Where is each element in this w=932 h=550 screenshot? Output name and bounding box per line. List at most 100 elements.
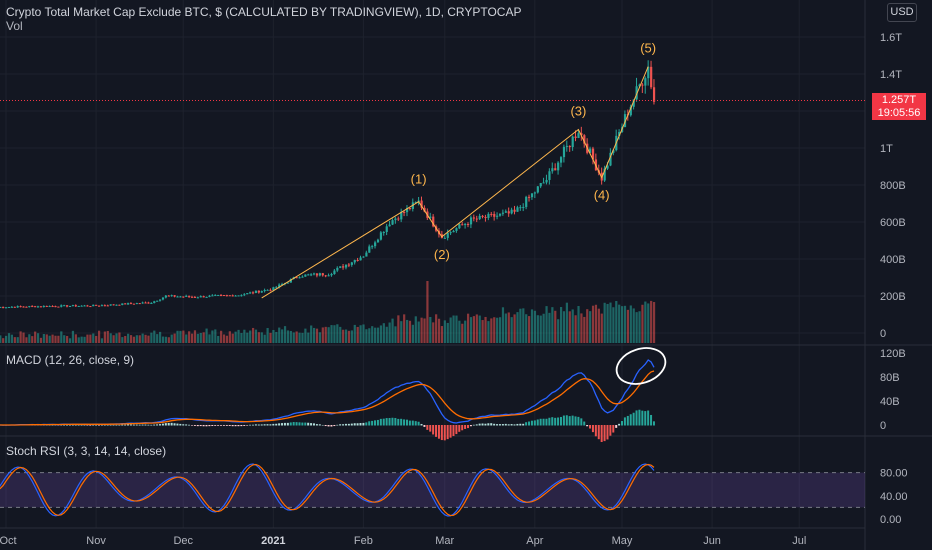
macd-histogram-bar [405, 419, 408, 426]
candle-body [304, 274, 307, 277]
macd-histogram-bar [597, 425, 600, 440]
candle-body [324, 275, 327, 277]
macd-histogram-bar [388, 417, 391, 426]
volume-bar [182, 330, 185, 343]
volume-bar [77, 337, 80, 343]
macd-histogram-bar [420, 423, 423, 426]
candle-body [496, 215, 499, 217]
candle-body [429, 216, 432, 218]
macd-histogram-bar [71, 424, 74, 426]
macd-histogram-bar [629, 414, 632, 426]
candle-body [199, 296, 202, 298]
volume-bar [301, 332, 304, 343]
volume-bar [594, 304, 598, 343]
macd-histogram-bar [281, 423, 284, 426]
candle-body [321, 273, 324, 276]
volume-bar [234, 331, 237, 343]
candle-body [618, 132, 621, 136]
candle-body [13, 306, 16, 308]
volume-bar [429, 316, 432, 343]
macd-histogram-bar [652, 421, 655, 426]
macd-histogram-bar [336, 424, 339, 426]
candle-body [641, 84, 644, 86]
macd-histogram-bar [571, 415, 574, 426]
macd-histogram-bar [260, 424, 263, 426]
macd-histogram-bar [324, 425, 327, 427]
candle-body [231, 295, 234, 297]
volume-bar [237, 329, 240, 343]
macd-histogram-bar [359, 422, 362, 426]
macd-histogram-bar [606, 425, 609, 440]
volume-bar [423, 318, 426, 343]
volume-bar [525, 314, 528, 343]
macd-histogram-bar [437, 425, 440, 439]
volume-bar [173, 333, 176, 343]
macd-histogram-bar [516, 423, 519, 426]
volume-bar [472, 316, 476, 343]
candle-body [368, 246, 371, 253]
macd-histogram-bar [641, 410, 644, 426]
macd-histogram-bar [397, 418, 400, 426]
candle-body [71, 305, 75, 307]
stoch-rsi-label[interactable]: Stoch RSI (3, 3, 14, 14, close) [6, 444, 167, 458]
candle-body [100, 305, 104, 307]
volume-bar [344, 329, 348, 343]
volume-bar [507, 312, 510, 343]
candle-body [156, 300, 159, 302]
currency-button[interactable]: USD [887, 3, 917, 22]
macd-histogram-bar [176, 423, 179, 426]
macd-histogram-bar [109, 424, 112, 426]
macd-histogram-bar [292, 422, 295, 426]
price-tick-label: 800B [880, 180, 906, 192]
candle-body [557, 162, 560, 171]
volume-bar [80, 336, 83, 343]
volume-bar [536, 315, 539, 343]
macd-histogram-bar [89, 425, 92, 426]
volume-bar [420, 317, 423, 343]
volume-bar [618, 304, 621, 343]
volume-bar [289, 330, 292, 343]
macd-tick-label: 0 [880, 420, 886, 432]
candle-body [211, 295, 214, 297]
volume-bar [432, 322, 435, 343]
volume-bar [449, 317, 452, 343]
volume-bar [214, 329, 217, 343]
macd-histogram-bar [257, 424, 260, 426]
candle-body [97, 305, 101, 307]
candle-body [365, 252, 368, 257]
candle-body [237, 295, 240, 297]
candle-body [118, 304, 121, 306]
macd-histogram-bar [193, 425, 196, 426]
volume-bar [385, 326, 388, 343]
macd-histogram-bar [74, 424, 77, 426]
macd-histogram-bar [379, 418, 382, 426]
symbol-title[interactable]: Crypto Total Market Cap Exclude BTC, $ (… [6, 5, 522, 19]
macd-histogram-bar [374, 420, 377, 426]
macd-label[interactable]: MACD (12, 26, close, 9) [6, 353, 135, 367]
volume-bar [57, 335, 60, 343]
candle-body [167, 295, 170, 297]
volume-bar [22, 332, 25, 343]
macd-histogram-bar [115, 424, 118, 426]
macd-histogram-bar [536, 419, 539, 426]
macd-histogram-bar [522, 423, 525, 426]
macd-histogram-bar [487, 423, 490, 426]
macd-histogram-bar [121, 424, 124, 426]
candle-body [315, 273, 319, 276]
candle-body [408, 208, 412, 210]
wave-label-1: (1) [411, 172, 427, 187]
candle-body [539, 183, 542, 187]
volume-bar [109, 333, 112, 343]
volume-bar [86, 334, 89, 343]
candle-body [313, 273, 316, 275]
macd-histogram-bar [362, 422, 365, 426]
candle-body [86, 305, 89, 307]
volume-bar [202, 332, 205, 343]
volume-bar [542, 313, 545, 343]
macd-histogram-bar [321, 424, 324, 426]
volume-bar [135, 335, 138, 343]
macd-histogram-bar [583, 421, 586, 426]
macd-histogram-bar [371, 420, 374, 426]
